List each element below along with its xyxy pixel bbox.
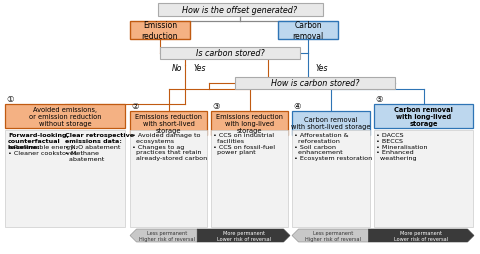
Text: Avoided emissions,
or emission reduction
without storage: Avoided emissions, or emission reduction… [29, 107, 101, 126]
FancyBboxPatch shape [160, 48, 300, 60]
FancyBboxPatch shape [157, 4, 323, 17]
Text: Emission
reduction: Emission reduction [142, 21, 178, 41]
Text: Emissions reduction
with short-lived
storage: Emissions reduction with short-lived sto… [135, 114, 202, 133]
Text: Is carbon stored?: Is carbon stored? [196, 49, 264, 58]
FancyBboxPatch shape [292, 131, 370, 227]
Text: Carbon removal
with short-lived storage: Carbon removal with short-lived storage [291, 117, 371, 130]
Polygon shape [292, 229, 369, 242]
Text: How is the offset generated?: How is the offset generated? [182, 6, 298, 15]
FancyBboxPatch shape [235, 78, 395, 90]
FancyBboxPatch shape [5, 105, 125, 129]
FancyBboxPatch shape [130, 22, 190, 40]
Text: • Avoided damage to
  ecosystems
• Changes to ag
  practices that retain
  alrea: • Avoided damage to ecosystems • Changes… [132, 133, 207, 161]
FancyBboxPatch shape [5, 131, 125, 227]
Text: Yes: Yes [194, 64, 206, 73]
FancyBboxPatch shape [211, 131, 288, 227]
Text: ②: ② [131, 102, 139, 110]
Text: Less permanent
Higher risk of reversal: Less permanent Higher risk of reversal [139, 230, 195, 241]
Text: Less permanent
Higher risk of reversal: Less permanent Higher risk of reversal [305, 230, 361, 241]
Polygon shape [369, 229, 474, 242]
Text: ③: ③ [212, 102, 220, 110]
Text: ①: ① [6, 95, 14, 104]
Text: Yes: Yes [316, 64, 328, 73]
Text: Clear retrospective
emissions data:: Clear retrospective emissions data: [65, 133, 134, 143]
FancyBboxPatch shape [130, 131, 207, 227]
Text: More permanent
Lower risk of reversal: More permanent Lower risk of reversal [394, 230, 448, 241]
Text: • CCS on industrial
  facilities
• CCS on fossil-fuel
  power plant: • CCS on industrial facilities • CCS on … [213, 133, 275, 155]
Text: Forward-looking,
counterfactual
baseline:: Forward-looking, counterfactual baseline… [8, 133, 69, 149]
Text: • DACCS
• BECCS
• Mineralisation
• Enhanced
  weathering: • DACCS • BECCS • Mineralisation • Enhan… [376, 133, 428, 161]
FancyBboxPatch shape [374, 105, 473, 129]
Polygon shape [197, 229, 290, 242]
Polygon shape [130, 229, 197, 242]
Text: No: No [172, 64, 182, 73]
Text: How is carbon stored?: How is carbon stored? [271, 79, 359, 88]
FancyBboxPatch shape [374, 131, 473, 227]
Text: • Afforestation &
  reforestation
• Soil carbon
  enhancement
• Ecosystem restor: • Afforestation & reforestation • Soil c… [294, 133, 372, 161]
Text: • Renewable energy
• Cleaner cookstoves: • Renewable energy • Cleaner cookstoves [8, 145, 77, 155]
Text: ⑤: ⑤ [375, 95, 383, 104]
FancyBboxPatch shape [130, 112, 207, 135]
Text: Carbon removal
with long-lived
storage: Carbon removal with long-lived storage [394, 107, 453, 126]
Text: More permanent
Lower risk of reversal: More permanent Lower risk of reversal [216, 230, 271, 241]
FancyBboxPatch shape [292, 112, 370, 135]
Text: Emissions reduction
with long-lived
storage: Emissions reduction with long-lived stor… [216, 114, 283, 133]
FancyBboxPatch shape [211, 112, 288, 135]
FancyBboxPatch shape [278, 22, 338, 40]
Text: Carbon
removal: Carbon removal [292, 21, 324, 41]
Text: ④: ④ [293, 102, 301, 110]
Text: • N₂O abatement
• Methane
  abatement: • N₂O abatement • Methane abatement [65, 145, 120, 161]
